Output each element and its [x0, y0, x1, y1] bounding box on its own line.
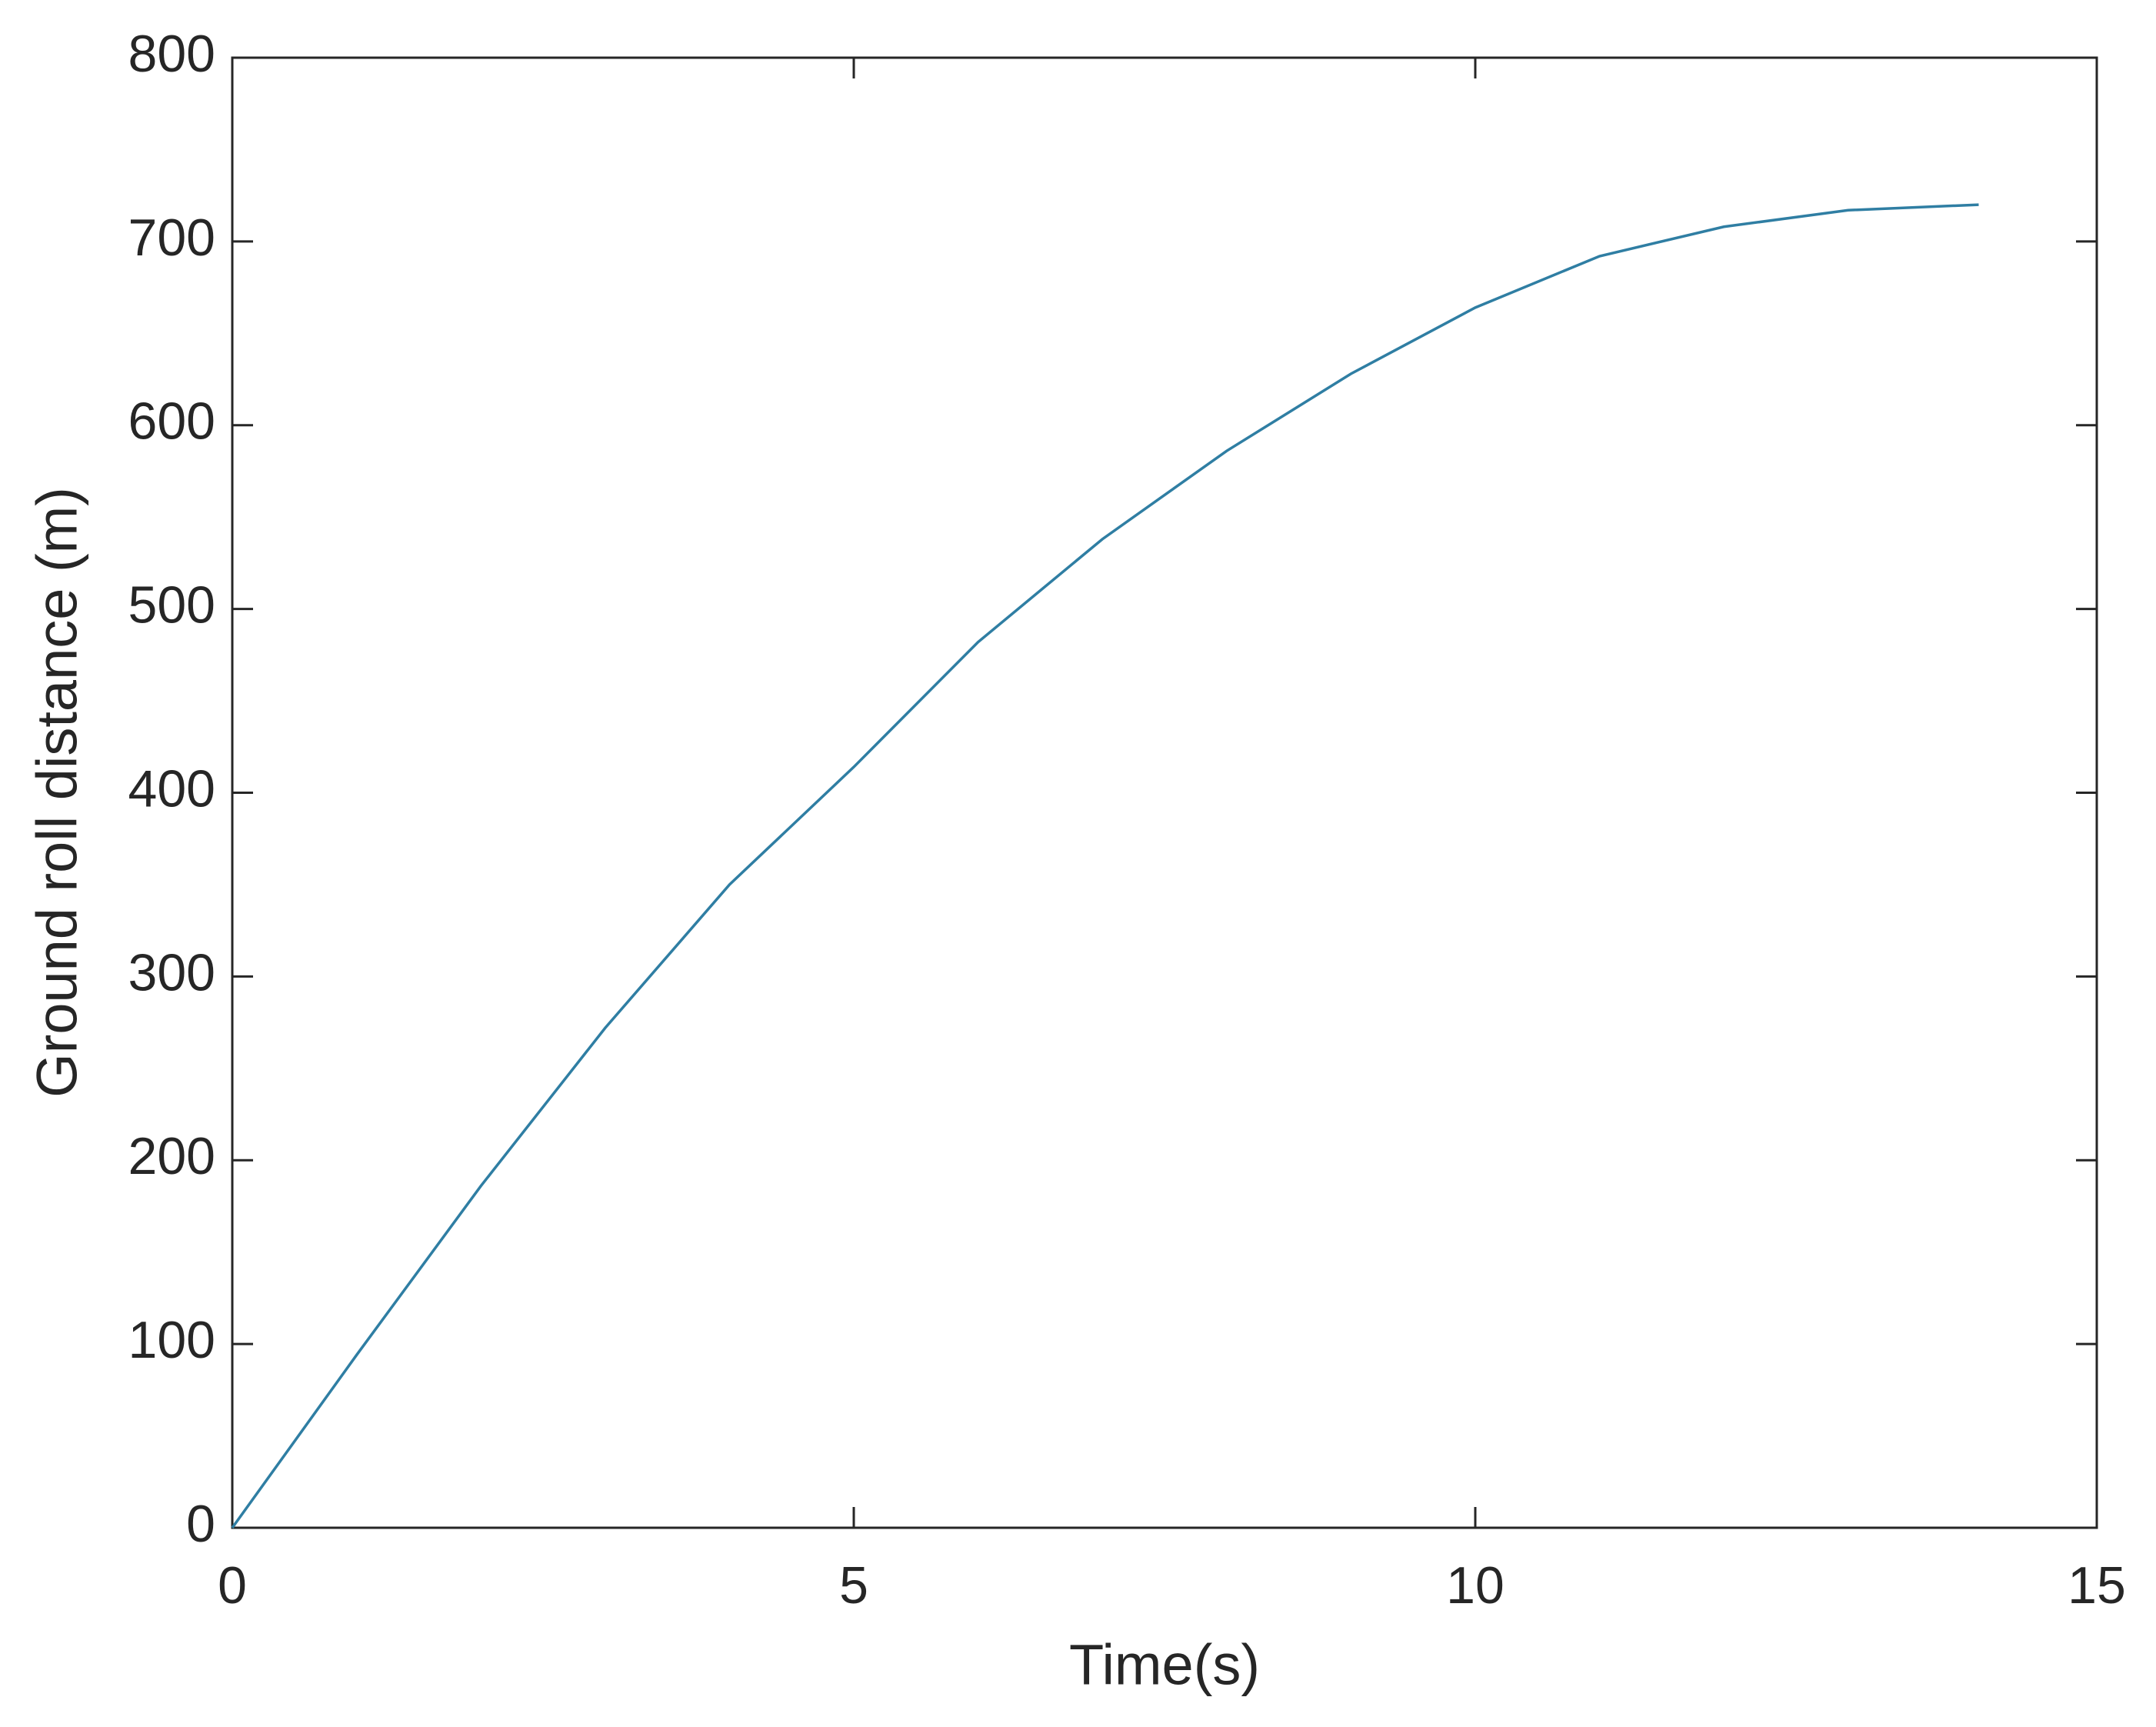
x-tick-label: 10	[1446, 1556, 1505, 1615]
y-tick-label: 600	[128, 392, 215, 451]
y-tick-label: 400	[128, 759, 215, 818]
y-tick-label: 0	[186, 1495, 215, 1553]
y-axis-label: Ground roll distance (m)	[25, 487, 89, 1098]
x-axis-label: Time(s)	[1069, 1633, 1260, 1697]
y-tick-label: 300	[128, 943, 215, 1002]
y-tick-label: 800	[128, 25, 215, 83]
y-tick-label: 700	[128, 208, 215, 267]
y-tick-label: 500	[128, 576, 215, 635]
y-tick-label: 100	[128, 1311, 215, 1369]
axes-box	[231, 56, 2098, 1529]
data-line	[231, 203, 1979, 1529]
x-tick-label: 0	[218, 1556, 247, 1615]
x-tick-label: 15	[2068, 1556, 2126, 1615]
x-tick-label: 5	[839, 1556, 868, 1615]
y-tick-label: 200	[128, 1127, 215, 1185]
